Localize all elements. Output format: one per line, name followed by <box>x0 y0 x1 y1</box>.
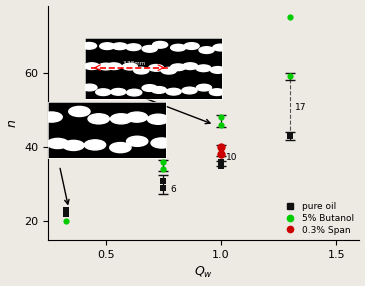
X-axis label: $Q_w$: $Q_w$ <box>194 265 213 281</box>
Text: 17: 17 <box>295 103 306 112</box>
Legend: pure oil, 5% Butanol, 0.3% Span: pure oil, 5% Butanol, 0.3% Span <box>277 198 358 238</box>
Text: 6: 6 <box>170 185 176 194</box>
Text: 10: 10 <box>226 153 237 162</box>
Y-axis label: n: n <box>5 119 19 127</box>
